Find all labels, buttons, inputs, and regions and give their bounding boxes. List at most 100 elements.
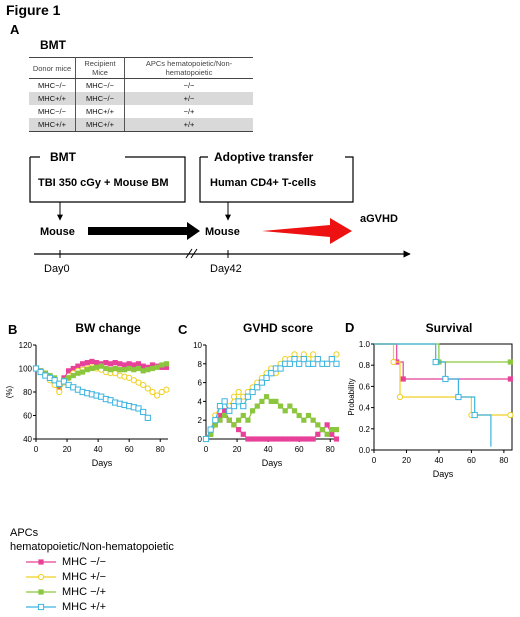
data-point xyxy=(37,368,44,376)
data-point xyxy=(507,376,513,382)
x-tick-label: 80 xyxy=(156,445,165,454)
chart-title: BW change xyxy=(75,321,141,335)
data-point xyxy=(135,365,142,372)
data-point xyxy=(315,431,321,437)
data-point xyxy=(126,361,132,367)
y-tick-label: 60 xyxy=(23,412,32,421)
table-cell: MHC−/− xyxy=(38,81,66,90)
data-point xyxy=(471,411,478,419)
data-point xyxy=(163,364,170,370)
data-point xyxy=(240,412,246,419)
x-axis-label: Days xyxy=(262,458,283,468)
data-point xyxy=(66,375,72,381)
data-point xyxy=(70,372,76,379)
y-tick-label: 100 xyxy=(19,365,33,374)
mouse-label: Mouse xyxy=(40,226,75,238)
data-point xyxy=(140,381,147,389)
y-tick-label: 80 xyxy=(23,388,32,397)
y-tick-label: 120 xyxy=(19,341,33,350)
table-cell: MHC−/− xyxy=(75,92,125,105)
data-point xyxy=(126,365,132,372)
data-point xyxy=(300,356,307,363)
table-cell: MHC+/+ xyxy=(38,94,66,103)
data-point xyxy=(268,398,274,404)
gvhd-score-chart: GVHD score 0 20 40 60 80 0 2 4 6 8 10 Days xyxy=(193,321,340,468)
x-tick-label: 80 xyxy=(326,445,335,454)
table-heading: BMT xyxy=(40,38,66,52)
data-point xyxy=(154,392,161,399)
data-point xyxy=(296,360,303,367)
x-tick-label: 20 xyxy=(233,445,242,454)
data-point xyxy=(507,359,513,365)
data-point xyxy=(263,394,270,400)
y-tick-label: 1.0 xyxy=(359,340,371,349)
y-tick-label: 0.6 xyxy=(359,382,371,391)
red-arrow-icon xyxy=(262,218,352,244)
data-point xyxy=(70,365,76,372)
x-tick-label: 0 xyxy=(34,445,39,454)
table-header-cell: Donor mice xyxy=(29,57,76,79)
data-point xyxy=(310,351,317,358)
x-tick-label: 20 xyxy=(402,456,411,465)
axis-break xyxy=(190,248,198,259)
data-point xyxy=(144,385,151,392)
legend-title-line: hematopoietic/Non-hematopoietic xyxy=(10,541,174,553)
data-point xyxy=(390,358,397,366)
data-point xyxy=(217,412,223,419)
table-cell: −/− xyxy=(124,78,253,92)
data-point xyxy=(324,422,330,428)
table-cell: MHC+/+ xyxy=(75,105,125,118)
data-point xyxy=(235,398,242,405)
y-tick-label: 0 xyxy=(198,435,203,444)
data-point xyxy=(79,369,86,375)
table-cell: +/− xyxy=(124,92,253,105)
data-point xyxy=(149,365,156,372)
data-point xyxy=(37,603,45,611)
data-point xyxy=(333,351,340,358)
chart-title: Survival xyxy=(426,321,473,335)
data-point xyxy=(107,367,114,373)
data-point xyxy=(291,408,298,414)
table-cell: MHC−/− xyxy=(75,78,125,92)
data-point xyxy=(208,431,214,437)
series-3 xyxy=(374,343,492,447)
data-point xyxy=(84,367,90,373)
y-axis-label: Probability xyxy=(347,378,356,415)
data-point xyxy=(240,431,246,437)
data-point xyxy=(296,412,302,419)
y-tick-label: 10 xyxy=(193,341,202,350)
panel-b-letter: B xyxy=(8,322,18,337)
x-tick-label: 80 xyxy=(499,456,508,465)
legend-swatch-icon xyxy=(26,603,56,611)
legend-label: MHC +/+ xyxy=(62,601,107,613)
data-point xyxy=(277,365,284,372)
series-2 xyxy=(33,361,170,388)
data-point xyxy=(277,403,284,409)
data-point xyxy=(442,375,449,383)
table-row: MHC−/− MHC+/+ −/+ xyxy=(29,105,253,118)
day0-label: Day0 xyxy=(44,263,70,275)
legend-label: MHC −/+ xyxy=(62,586,107,598)
axis-break xyxy=(185,248,193,259)
data-point xyxy=(245,436,251,442)
data-point xyxy=(291,356,298,363)
data-point xyxy=(117,361,123,367)
y-tick-label: 0.0 xyxy=(359,446,371,455)
table-cell: MHC+/+ xyxy=(29,118,76,132)
data-point xyxy=(301,417,307,423)
experiment-schematic: BMT TBI 350 cGy + Mouse BM Adoptive tran… xyxy=(29,150,411,275)
data-point xyxy=(38,589,44,595)
legend-title-line: APCs xyxy=(10,527,39,539)
legend-swatch-icon xyxy=(26,589,56,595)
day42-label: Day42 xyxy=(210,263,242,275)
data-point xyxy=(144,414,151,421)
data-point xyxy=(263,374,270,381)
bmt-box xyxy=(29,156,186,203)
data-point xyxy=(32,365,40,372)
table-header-row: Donor mice Recipient Mice APCs hematopoi… xyxy=(29,57,253,79)
data-point xyxy=(98,363,104,369)
data-point xyxy=(84,360,90,366)
data-point xyxy=(333,360,340,367)
data-point xyxy=(112,360,118,366)
data-point xyxy=(217,417,223,423)
